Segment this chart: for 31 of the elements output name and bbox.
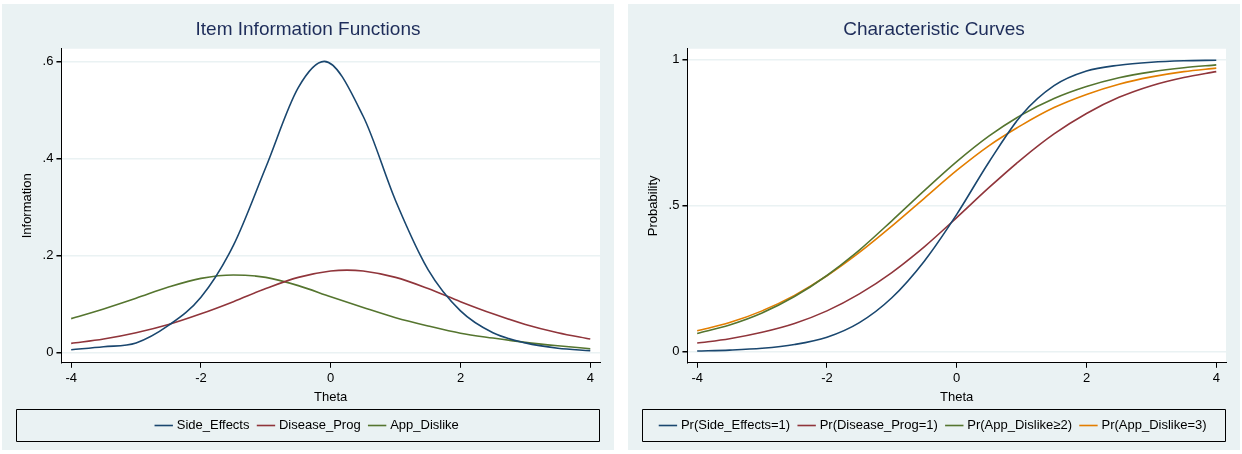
legend-label: Pr(Side_Effects=1) — [680, 417, 791, 433]
x-tick-label: -2 — [195, 370, 207, 386]
x-tick-label: 0 — [953, 370, 961, 386]
y-tick-label: 0 — [672, 343, 680, 359]
x-tick-label: 0 — [327, 370, 335, 386]
line-series — [70, 60, 592, 352]
chart-title: Item Information Functions — [195, 17, 421, 39]
legend-label: App_Dislike — [390, 417, 459, 433]
y-tick-label: .4 — [42, 150, 54, 166]
x-tick-label: 4 — [1212, 370, 1220, 386]
x-tick-label: -2 — [821, 370, 833, 386]
chart-title: Characteristic Curves — [843, 17, 1025, 39]
y-axis-title: Probability — [645, 174, 661, 237]
x-tick-label: 2 — [456, 370, 465, 386]
x-tick-label: 2 — [1082, 370, 1091, 386]
x-tick-label: -4 — [691, 370, 703, 386]
x-tick-label: -4 — [65, 370, 77, 386]
y-tick-label: .2 — [42, 247, 54, 263]
y-axis-title: Information — [19, 173, 35, 239]
y-tick-label: 1 — [672, 50, 680, 66]
legend-label: Disease_Prog — [278, 417, 361, 433]
x-tick-label: 4 — [586, 370, 594, 386]
x-axis-title: Theta — [940, 388, 975, 404]
legend-label: Side_Effects — [176, 417, 250, 433]
y-tick-label: 0 — [46, 344, 54, 360]
y-tick-label: .5 — [668, 197, 680, 213]
x-axis-title: Theta — [314, 388, 349, 404]
legend-label: Pr(App_Dislike=3) — [1101, 417, 1207, 433]
legend-label: Pr(Disease_Prog=1) — [819, 417, 938, 433]
y-tick-label: .6 — [42, 53, 54, 68]
legend-label: Pr(App_Dislike≥2) — [967, 417, 1072, 433]
